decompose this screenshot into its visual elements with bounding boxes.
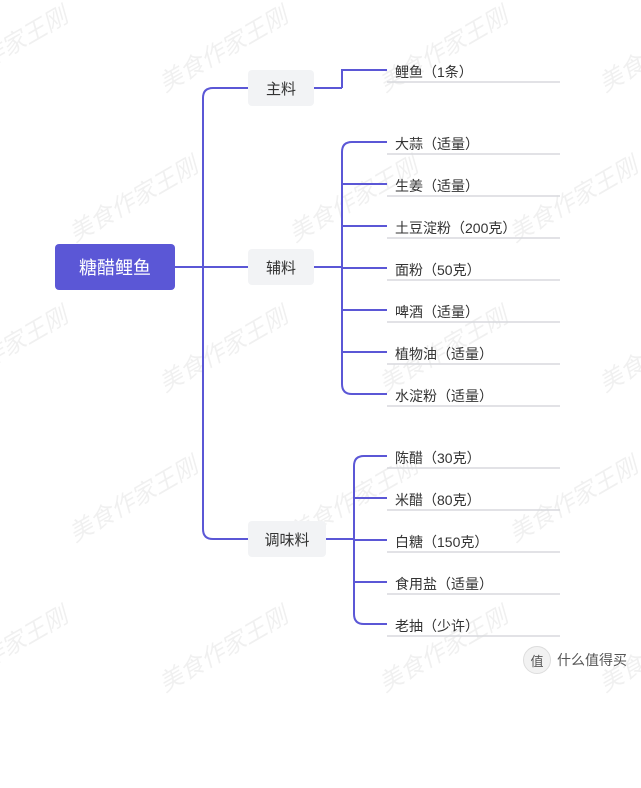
category-label: 调味料: [264, 529, 309, 550]
category-node-season: 调味料: [248, 521, 326, 557]
leaf-item: 土豆淀粉（200克）: [395, 218, 516, 238]
leaf-item: 水淀粉（适量）: [395, 386, 493, 406]
category-label: 辅料: [266, 257, 296, 278]
badge-icon: 值: [523, 646, 551, 674]
badge-circle-text: 值: [530, 651, 543, 670]
leaf-item: 米醋（80克）: [395, 490, 481, 510]
badge-label: 什么值得买: [557, 650, 627, 670]
leaf-item: 白糖（150克）: [395, 532, 488, 552]
category-node-aux: 辅料: [248, 249, 314, 285]
category-node-main: 主料: [248, 70, 314, 106]
leaf-item: 生姜（适量）: [395, 176, 479, 196]
leaf-item: 啤酒（适量）: [395, 302, 479, 322]
leaf-item: 鲤鱼（1条）: [395, 62, 473, 82]
root-node: 糖醋鲤鱼: [55, 244, 175, 290]
leaf-item: 面粉（50克）: [395, 260, 481, 280]
leaf-item: 植物油（适量）: [395, 344, 493, 364]
root-label: 糖醋鲤鱼: [79, 254, 151, 280]
mindmap-diagram: 糖醋鲤鱼 主料 鲤鱼（1条） 辅料 大蒜（适量） 生姜（适量） 土豆淀粉（200克） 面粉（…: [0, 0, 641, 688]
leaf-item: 陈醋（30克）: [395, 448, 481, 468]
leaf-item: 老抽（少许）: [395, 616, 479, 636]
leaf-item: 食用盐（适量）: [395, 574, 493, 594]
source-badge: 值 什么值得买: [523, 646, 627, 674]
category-label: 主料: [266, 78, 296, 99]
leaf-item: 大蒜（适量）: [395, 134, 479, 154]
